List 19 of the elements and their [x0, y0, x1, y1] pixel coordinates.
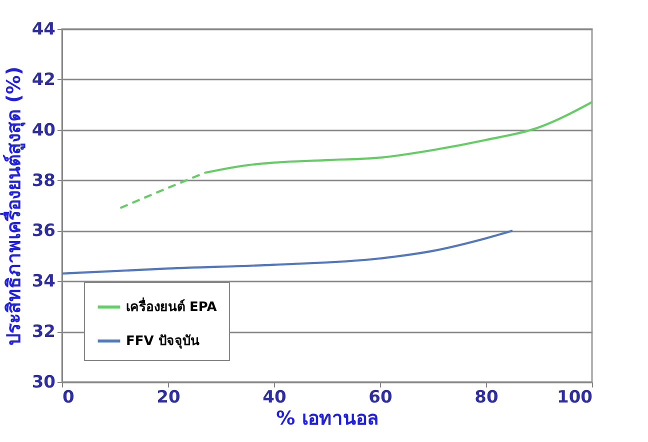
x-tick-label: 0 [62, 388, 74, 408]
y-axis-title: ประสิทธิภาพเครื่องยนต์สูงสุด (%) [0, 66, 26, 346]
x-axis-title: % เอทานอล [276, 408, 379, 430]
legend-label: เครื่องยนต์ EPA [126, 297, 217, 315]
y-tick-label: 34 [32, 272, 56, 292]
y-tick-label: 32 [32, 322, 56, 342]
x-tick-label: 20 [156, 388, 180, 408]
legend-label: FFV ปัจจุบัน [126, 334, 200, 349]
y-tick-label: 38 [32, 170, 56, 191]
x-tick-label: 60 [368, 388, 392, 408]
y-tick-label: 36 [32, 221, 56, 242]
line-series [60, 230, 514, 275]
y-tick-label: 40 [32, 120, 56, 140]
x-tick-label: 80 [474, 388, 498, 408]
x-tick-label: 40 [262, 388, 286, 408]
y-tick-label: 30 [32, 372, 56, 392]
x-tick-label: 100 [557, 388, 593, 408]
y-tick-label: 42 [32, 70, 56, 90]
y-tick-label: 44 [32, 20, 56, 40]
